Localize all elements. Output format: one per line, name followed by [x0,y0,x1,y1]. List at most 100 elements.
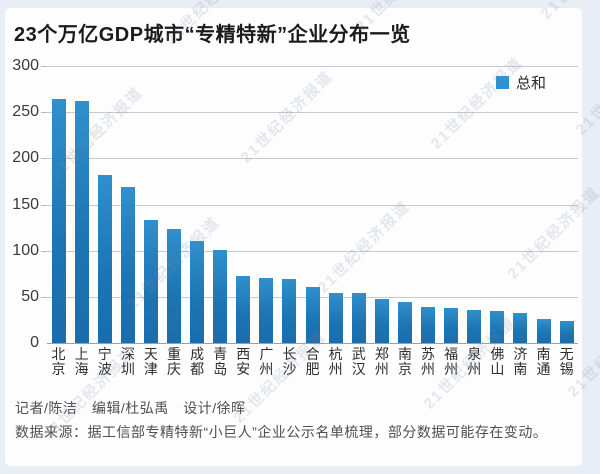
bar-slot [186,66,209,343]
bar-slot [70,66,93,343]
x-axis-label: 北京 [47,347,70,379]
city-name: 宁波 [97,346,112,377]
city-name: 广州 [259,346,274,377]
x-axis-label: 南京 [393,347,416,379]
bar-南通 [536,319,551,343]
x-axis-label: 宁波 [93,347,116,379]
axis-tick [41,112,47,114]
bar-福州 [444,307,459,343]
bar-宁波 [97,175,112,343]
x-axis-label: 西安 [232,347,255,379]
y-axis-label: 100 [12,241,39,259]
bar-slot [347,66,370,343]
x-axis-label: 武汉 [347,347,370,379]
bar-slot [255,66,278,343]
x-axis-label: 佛山 [486,347,509,379]
city-name: 成都 [190,346,205,377]
bar-泉州 [467,309,482,343]
axis-tick [41,204,47,206]
bar-slot [440,66,463,343]
city-name: 武汉 [351,346,366,377]
bar-slot [555,66,578,343]
bar-北京 [51,99,66,343]
bar-slot [278,66,301,343]
infographic-card: 23个万亿GDP城市“专精特新”企业分布一览 0 50 100 150 200 250 30… [5,8,582,466]
city-name: 天津 [143,346,158,377]
bar-广州 [259,278,274,343]
bar-slot [116,66,139,343]
bar-南京 [397,301,412,343]
gridline [41,204,578,206]
bar-杭州 [328,293,343,343]
y-axis-label: 200 [12,149,39,167]
x-axis-label: 长沙 [278,347,301,379]
bar-chart: 0 50 100 150 200 250 300 北京 上海 宁波 深圳 天津 重庆 成都 青岛 西安 广州长… [12,57,578,377]
x-axis-label: 济南 [509,347,532,379]
x-axis-label: 郑州 [370,347,393,379]
x-axis-label: 重庆 [162,347,185,379]
bar-合肥 [305,286,320,343]
x-axis-label: 合肥 [301,347,324,379]
bar-slot [532,66,555,343]
credits-line: 记者/陈洁 编辑/杜弘禹 设计/徐晖 [15,400,246,416]
bar-西安 [236,275,251,343]
y-axis-label: 50 [21,287,39,305]
bar-重庆 [167,229,182,343]
city-name: 郑州 [374,346,389,377]
gridline [41,112,578,114]
bar-slot [324,66,347,343]
city-name: 西安 [236,346,251,377]
x-axis-label: 成都 [186,347,209,379]
y-axis-label: 300 [12,57,39,74]
bar-长沙 [282,279,297,343]
x-axis-label: 深圳 [116,347,139,379]
bars-area [47,66,578,343]
x-axis-label: 南通 [532,347,555,379]
x-axis-label: 苏州 [417,347,440,379]
axis-tick [41,250,47,252]
bar-slot [47,66,70,343]
city-name: 无锡 [559,346,574,377]
bar-slot [417,66,440,343]
bar-slot [370,66,393,343]
bar-济南 [513,312,528,343]
city-name: 济南 [513,346,528,377]
y-axis-label: 0 [30,334,39,351]
legend-label: 总和 [516,75,547,92]
x-axis-label: 泉州 [463,347,486,379]
x-axis-label: 无锡 [555,347,578,379]
city-name: 泉州 [467,346,482,377]
gridline [41,158,578,160]
x-axis-label: 上海 [70,347,93,379]
y-axis-label: 150 [12,195,39,213]
gridline [41,250,578,252]
x-axis-label: 杭州 [324,347,347,379]
bar-slot [209,66,232,343]
page-title: 23个万亿GDP城市“专精特新”企业分布一览 [14,24,411,46]
city-name: 南通 [536,346,551,377]
city-name: 福州 [444,346,459,377]
city-name: 佛山 [490,346,505,377]
x-axis-label: 广州 [255,347,278,379]
bar-slot [486,66,509,343]
legend: 总和 [496,72,546,93]
city-name: 青岛 [213,346,228,377]
bar-slot [232,66,255,343]
x-axis-label: 青岛 [209,347,232,379]
bar-slot [162,66,185,343]
axis-tick [41,66,47,67]
bar-武汉 [351,293,366,343]
city-name: 杭州 [328,346,343,377]
bar-郑州 [374,298,389,343]
bar-苏州 [421,307,436,343]
city-name: 重庆 [167,346,182,377]
city-name: 上海 [74,346,89,377]
axis-tick [41,296,47,298]
bar-青岛 [213,249,228,343]
city-name: 苏州 [421,346,436,377]
city-name: 南京 [397,346,412,377]
y-axis-label: 250 [12,103,39,121]
bar-无锡 [559,320,574,343]
data-source-note: 数据来源：据工信部专精特新“小巨人”企业公示名单梳理，部分数据可能存在变动。 [15,424,548,440]
bar-佛山 [490,310,505,343]
